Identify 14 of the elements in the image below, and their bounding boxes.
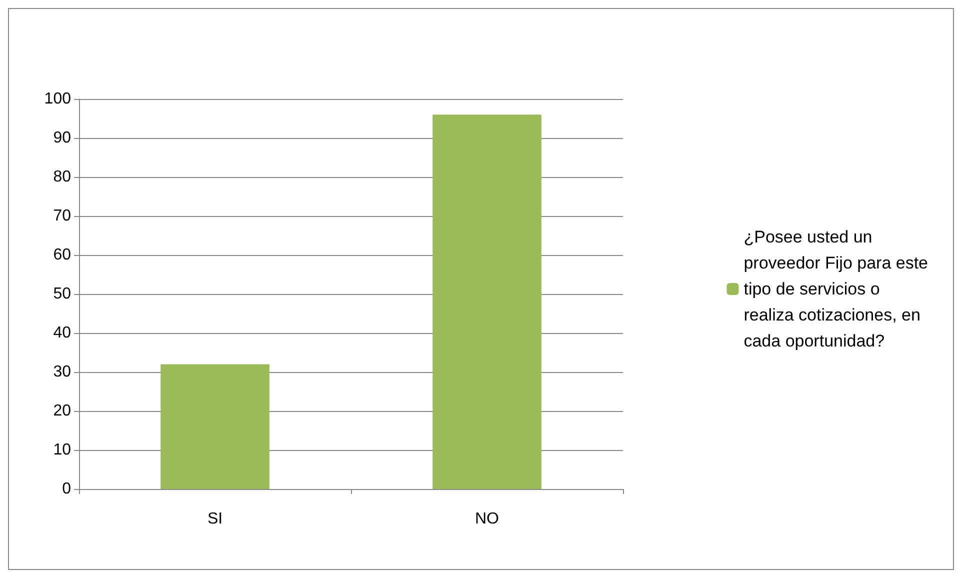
y-tick-label: 50 (53, 286, 72, 302)
y-tick-label: 20 (53, 402, 72, 420)
x-tick-label: SI (207, 510, 223, 528)
y-tick-label: 60 (53, 246, 72, 264)
x-tick-label: NO (475, 510, 499, 528)
y-tick-label: 10 (53, 442, 72, 458)
y-tick-label: 90 (53, 130, 72, 146)
y-tick-label: 100 (44, 90, 72, 108)
y-tick-label: 30 (53, 364, 72, 380)
y-tick-label: 40 (53, 324, 72, 342)
y-tick-label: 0 (62, 480, 72, 498)
legend-label: ¿Posee usted un proveedor Fijo para este tipo de servicios o realiza cotizaciones, en cada oportunidad? (744, 228, 928, 350)
y-tick-label: 70 (53, 208, 72, 224)
y-tick-label: 80 (53, 168, 72, 186)
